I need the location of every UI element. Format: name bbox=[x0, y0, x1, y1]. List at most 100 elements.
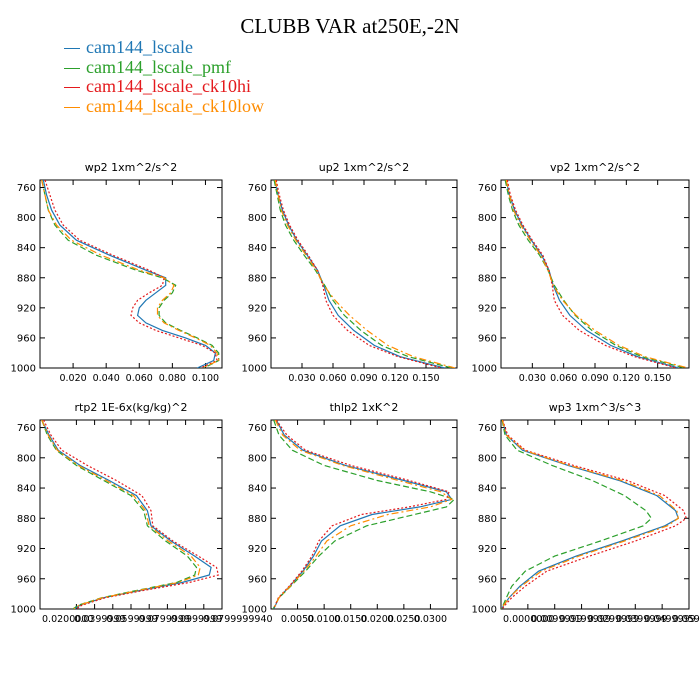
x-tick-label: 0.0599999970 bbox=[673, 614, 700, 625]
chart-panel-1: wp2 1xm^2/s^2 760 800 840 880 920 960 1000 0.020… bbox=[11, 161, 223, 384]
legend-label: cam144_lscale_pmf bbox=[86, 56, 231, 77]
x-tick-label: 0.120 bbox=[381, 373, 408, 384]
x-tick-label: 0.090 bbox=[581, 373, 608, 384]
x-tick-label: 0.0499999 bbox=[644, 614, 695, 625]
series-line-1 bbox=[42, 180, 217, 368]
x-tick-label: 0.060 bbox=[126, 373, 153, 384]
x-tick-label: 0.0299999 bbox=[588, 614, 639, 625]
x-tick-label: 0.0799999 bbox=[139, 614, 190, 625]
y-tick-label: 880 bbox=[248, 273, 267, 284]
series-line-4 bbox=[501, 420, 679, 609]
legend-entry-ck10low: cam144_lscale_ck10low bbox=[64, 96, 264, 117]
y-tick-label: 960 bbox=[248, 574, 267, 585]
legend-line-icon bbox=[64, 106, 80, 108]
x-tick-label: 0.030 bbox=[519, 373, 546, 384]
legend-line-icon bbox=[64, 87, 80, 89]
series-line-4 bbox=[41, 180, 220, 368]
legend-line-icon bbox=[64, 48, 80, 50]
x-tick-label: 0.0200 bbox=[361, 614, 394, 625]
y-tick-label: 760 bbox=[478, 423, 497, 434]
series-line-4 bbox=[273, 420, 453, 609]
y-tick-label: 800 bbox=[248, 213, 267, 224]
series-line-3 bbox=[275, 180, 442, 368]
y-tick-label: 760 bbox=[17, 183, 36, 194]
x-tick-label: 0.0799999940 bbox=[203, 614, 273, 625]
x-tick-label: 0.0599999 bbox=[106, 614, 157, 625]
chart-panel-4: rtp2 1E-6x(kg/kg)^2 760 800 840 880 920 960 100… bbox=[11, 401, 273, 625]
x-tick-label: 0.0200000 bbox=[42, 614, 93, 625]
y-tick-label: 960 bbox=[248, 333, 267, 344]
x-tick-label: 0.0999999 bbox=[171, 614, 222, 625]
legend-entry-lscale: cam144_lscale bbox=[64, 37, 264, 58]
series-line-3 bbox=[501, 420, 688, 609]
y-tick-label: 880 bbox=[17, 514, 36, 525]
y-tick-label: 920 bbox=[478, 544, 497, 555]
x-tick-label: 0.0399999 bbox=[616, 614, 667, 625]
x-tick-label: 0.060 bbox=[319, 373, 346, 384]
panel-title: thlp2 1xK^2 bbox=[330, 401, 399, 414]
chart-panel-6: wp3 1xm^3/s^3 760 800 840 880 920 960 1000 0.000… bbox=[472, 401, 700, 625]
x-tick-label: 0.060 bbox=[550, 373, 577, 384]
y-tick-label: 1000 bbox=[242, 605, 267, 616]
series-line-2 bbox=[501, 420, 653, 609]
y-tick-label: 840 bbox=[478, 243, 497, 254]
y-tick-label: 960 bbox=[17, 574, 36, 585]
y-tick-label: 840 bbox=[17, 243, 36, 254]
y-tick-label: 1000 bbox=[472, 605, 497, 616]
y-tick-label: 800 bbox=[17, 453, 36, 464]
y-tick-label: 880 bbox=[478, 514, 497, 525]
chart-panel-2: up2 1xm^2/s^2 760 800 840 880 920 960 1000 0.030… bbox=[242, 161, 458, 384]
y-tick-label: 840 bbox=[248, 484, 267, 495]
y-tick-label: 840 bbox=[248, 243, 267, 254]
y-tick-label: 760 bbox=[17, 423, 36, 434]
x-tick-label: 0.150 bbox=[412, 373, 439, 384]
y-tick-label: 800 bbox=[248, 453, 267, 464]
x-tick-label: 0.150 bbox=[644, 373, 671, 384]
legend-entry-pmf: cam144_lscale_pmf bbox=[64, 56, 264, 78]
figure-title: CLUBB VAR at250E,-2N bbox=[240, 14, 460, 38]
x-tick-label: 0.080 bbox=[159, 373, 186, 384]
y-tick-label: 800 bbox=[478, 213, 497, 224]
y-tick-label: 960 bbox=[17, 333, 36, 344]
series-line-4 bbox=[274, 180, 456, 368]
y-tick-label: 760 bbox=[248, 423, 267, 434]
y-tick-label: 880 bbox=[248, 514, 267, 525]
x-tick-label: 0.0100 bbox=[308, 614, 341, 625]
series-line-2 bbox=[273, 180, 452, 368]
y-tick-label: 1000 bbox=[472, 364, 497, 375]
panel-title: wp3 1xm^3/s^3 bbox=[549, 401, 642, 414]
plot-frame bbox=[270, 419, 458, 610]
x-tick-label: 0.0399999 bbox=[74, 614, 125, 625]
legend-label: cam144_lscale bbox=[86, 37, 193, 57]
legend-label: cam144_lscale_ck10hi bbox=[86, 76, 251, 96]
series-line-2 bbox=[41, 180, 220, 368]
x-tick-label: 0.0199999 bbox=[560, 614, 611, 625]
x-tick-label: 0.100 bbox=[192, 373, 219, 384]
x-tick-label: 0.030 bbox=[288, 373, 315, 384]
y-tick-label: 880 bbox=[478, 273, 497, 284]
plot-frame bbox=[39, 179, 223, 369]
y-tick-label: 920 bbox=[248, 303, 267, 314]
y-tick-label: 920 bbox=[17, 303, 36, 314]
y-tick-label: 800 bbox=[478, 453, 497, 464]
panel-title: up2 1xm^2/s^2 bbox=[319, 161, 410, 174]
panel-title: rtp2 1E-6x(kg/kg)^2 bbox=[75, 401, 188, 414]
series-line-4 bbox=[505, 180, 689, 368]
y-tick-label: 920 bbox=[248, 544, 267, 555]
legend: cam144_lscale cam144_lscale_pmf cam144_l… bbox=[64, 37, 264, 117]
y-tick-label: 1000 bbox=[11, 605, 36, 616]
x-tick-label: 0.0250 bbox=[387, 614, 420, 625]
y-tick-label: 920 bbox=[478, 303, 497, 314]
series-line-3 bbox=[44, 180, 218, 368]
x-tick-label: 0.0050 bbox=[281, 614, 314, 625]
y-tick-label: 880 bbox=[17, 273, 36, 284]
x-tick-label: 0.040 bbox=[93, 373, 120, 384]
y-tick-label: 960 bbox=[478, 333, 497, 344]
series-line-3 bbox=[506, 180, 677, 368]
y-tick-label: 760 bbox=[478, 183, 497, 194]
series-line-2 bbox=[41, 420, 198, 609]
x-tick-label: 0.0000000 bbox=[503, 614, 554, 625]
chart-panel-5: thlp2 1xK^276080084088092096010000.00500… bbox=[242, 401, 458, 625]
y-tick-label: 960 bbox=[478, 574, 497, 585]
y-tick-label: 920 bbox=[17, 544, 36, 555]
